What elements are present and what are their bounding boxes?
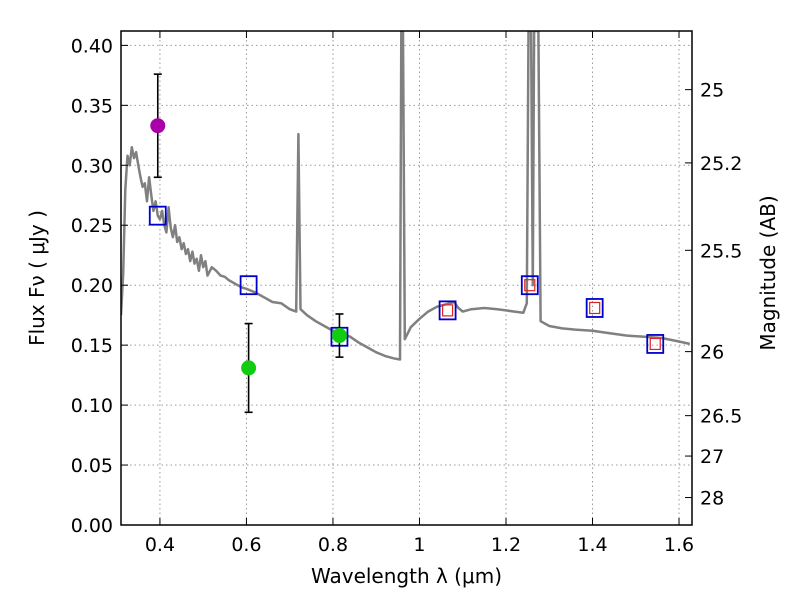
y-tick-label: 0.00: [71, 515, 113, 537]
x-tick-label: 1.6: [664, 534, 694, 556]
model-photometry-inner-square: [649, 337, 661, 351]
model-photometry-square: [585, 298, 604, 318]
x-axis-label: Wavelength λ (μm): [311, 564, 502, 588]
y-axis-label: Flux Fν ( μJy ): [25, 210, 49, 346]
model-photometry-square: [148, 205, 167, 226]
model-photometry-square: [438, 300, 457, 321]
x-tick-label: 0.4: [145, 534, 175, 556]
x-tick-label: 0.8: [318, 534, 348, 556]
x-tick-label: 1.4: [577, 534, 607, 556]
x-tick-label: 1: [413, 534, 425, 556]
y-tick-label: 0.20: [71, 275, 113, 297]
observed-flux-dot: [241, 360, 257, 376]
right-tick-label: 25.2: [700, 153, 742, 175]
observed-flux-dot: [331, 328, 347, 344]
model-photometry-square: [646, 334, 665, 354]
x-tick-label: 1.2: [491, 534, 521, 556]
right-tick-label: 26: [700, 342, 724, 364]
plot-series: [121, 31, 691, 414]
right-axis-label: Magnitude (AB): [756, 195, 780, 350]
right-tick-label: 27: [700, 446, 724, 468]
y-tick-label: 0.15: [71, 335, 113, 357]
model-photometry-square: [520, 275, 539, 296]
right-tick-label: 26.5: [700, 406, 742, 428]
model-photometry-inner-square: [524, 279, 536, 292]
right-tick-label: 25.5: [700, 240, 742, 262]
axis-ticks: 0.4 0.6 0.8 1 1.2 1.4 1.6 0.00 0.05 0.10 0.15 0.20 0…: [71, 31, 742, 556]
right-tick-label: 25: [700, 80, 724, 102]
x-tick-label: 0.6: [231, 534, 261, 556]
y-tick-label: 0.30: [71, 155, 113, 177]
y-tick-label: 0.40: [71, 35, 113, 57]
plot-frame: [120, 30, 693, 526]
right-tick-label: 28: [700, 488, 724, 510]
y-tick-label: 0.10: [71, 395, 113, 417]
template-spectrum-line: [121, 31, 691, 361]
y-tick-label: 0.35: [71, 95, 113, 117]
y-tick-label: 0.25: [71, 215, 113, 237]
y-tick-label: 0.05: [71, 455, 113, 477]
model-photometry-square: [239, 275, 258, 296]
observed-flux-dot: [150, 118, 166, 134]
model-photometry-inner-square: [441, 304, 454, 317]
model-photometry-inner-square: [589, 301, 601, 315]
grid: [121, 31, 692, 526]
